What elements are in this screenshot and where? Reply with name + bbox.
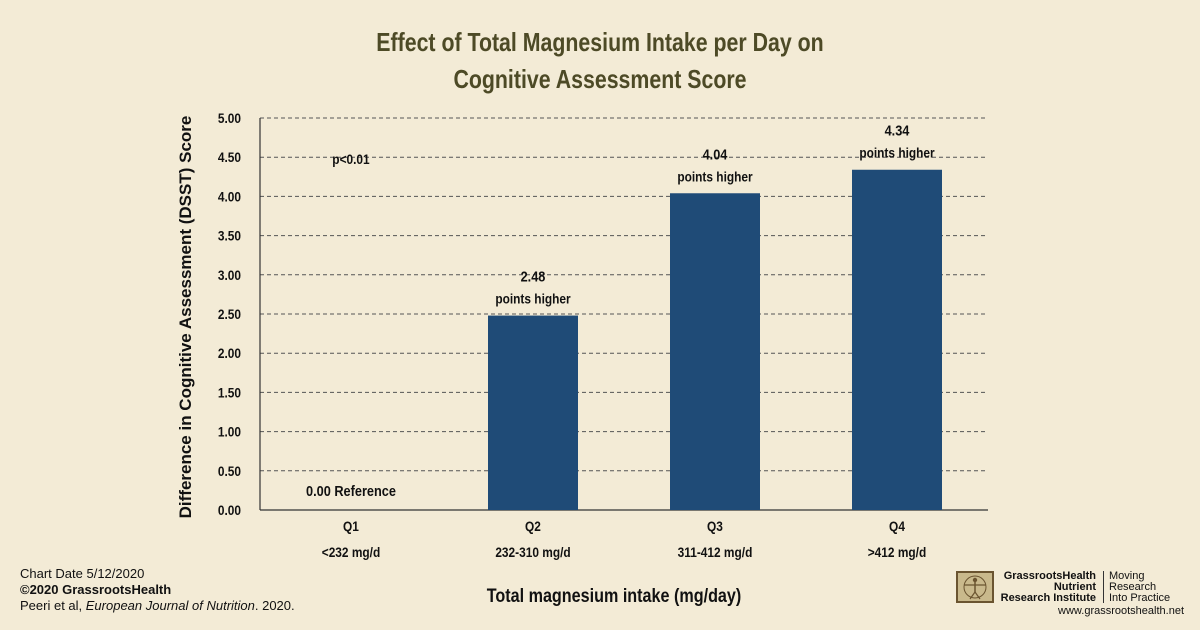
data-label: 0.00 Reference [306, 482, 396, 499]
data-label-note: points higher [859, 145, 934, 161]
data-label: 4.34 [885, 122, 910, 139]
y-tick-label: 2.50 [218, 306, 241, 322]
data-label-note: points higher [495, 291, 570, 307]
y-tick-label: 4.50 [218, 149, 241, 165]
logo-tag-line-1: Moving [1109, 570, 1145, 582]
y-tick-label: 4.00 [218, 188, 241, 204]
chart-title-line-2: Cognitive Assessment Score [453, 64, 747, 94]
citation-authors: Peeri et al, [20, 598, 86, 613]
logo-org-line-1: GrassrootsHealth [1003, 570, 1096, 582]
x-tick-label: Q3 [707, 518, 723, 534]
chart-date: Chart Date 5/12/2020 [20, 566, 145, 581]
y-axis-label: Difference in Cognitive Assessment (DSST… [176, 115, 195, 519]
citation-journal: European Journal of Nutrition [85, 598, 255, 613]
y-tick-label: 1.50 [218, 384, 241, 400]
y-tick-label: 3.50 [218, 228, 241, 244]
bar [852, 169, 942, 510]
logo-org-line-3: Research Institute [1000, 592, 1096, 604]
grassrootshealth-logo: GrassrootsHealth Nutrient Research Insti… [956, 571, 1192, 621]
logo-tag-line-3: Into Practice [1109, 592, 1171, 604]
x-tick-label: Q4 [889, 518, 906, 534]
bar [488, 315, 578, 510]
data-label: 4.04 [703, 145, 728, 162]
citation: Peeri et al, European Journal of Nutriti… [20, 598, 295, 614]
p-value-annotation: p<0.01 [332, 151, 369, 167]
copyright: ©2020 GrassrootsHealth [20, 582, 172, 597]
citation-year: . 2020. [254, 598, 295, 613]
website-url: www.grassrootshealth.net [1058, 605, 1184, 617]
chart-title-line-1: Effect of Total Magnesium Intake per Day… [376, 27, 824, 57]
x-tick-sublabel: >412 mg/d [868, 544, 927, 560]
x-tick-label: Q2 [525, 518, 541, 534]
data-label: 2.48 [521, 268, 546, 285]
y-tick-label: 0.00 [218, 502, 241, 518]
logo-tag-line-2: Research [1109, 581, 1157, 593]
logo-tagline: Moving Research Into Practice [1109, 571, 1170, 604]
y-tick-label: 3.00 [218, 267, 241, 283]
footer-credits: Chart Date 5/12/2020 ©2020 GrassrootsHea… [20, 566, 295, 614]
x-tick-label: Q1 [343, 518, 359, 534]
logo-org-line-2: Nutrient [1053, 581, 1096, 593]
bar [670, 193, 760, 511]
y-tick-label: 5.00 [218, 110, 241, 126]
data-label-note: points higher [677, 168, 752, 184]
y-tick-label: 1.00 [218, 424, 241, 440]
x-axis-label: Total magnesium intake (mg/day) [486, 586, 742, 607]
x-tick-sublabel: 311-412 mg/d [678, 544, 753, 560]
y-tick-label: 2.00 [218, 345, 241, 361]
y-tick-label: 0.50 [218, 463, 241, 479]
logo-divider [1103, 571, 1104, 603]
vitruvian-man-icon [956, 571, 994, 603]
logo-org-name: GrassrootsHealth Nutrient Research Insti… [1000, 571, 1096, 604]
chart-title: Effect of Total Magnesium Intake per Day… [108, 24, 1092, 98]
x-tick-sublabel: <232 mg/d [322, 544, 381, 560]
x-tick-sublabel: 232-310 mg/d [495, 544, 570, 560]
